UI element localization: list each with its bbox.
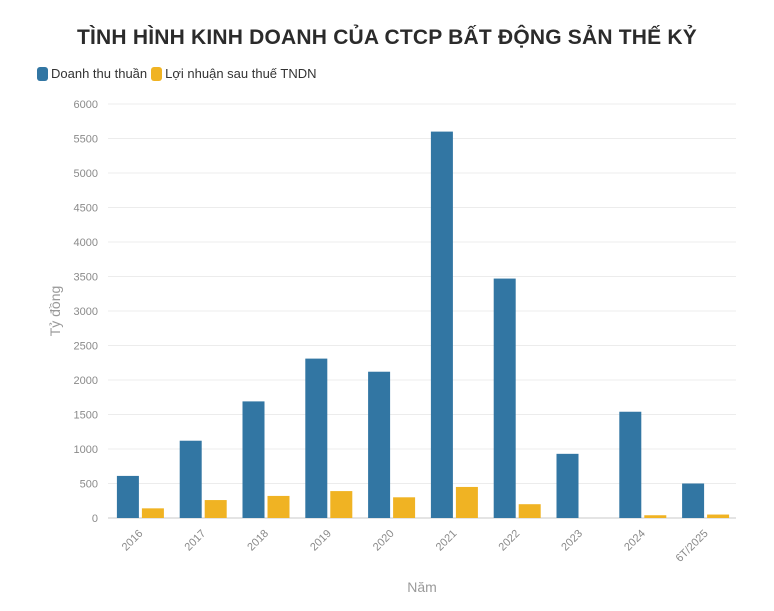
bar-profit[interactable] xyxy=(644,515,667,518)
bar-revenue[interactable] xyxy=(116,475,139,518)
legend-label-revenue: Doanh thu thuần xyxy=(51,66,148,81)
y-tick-label: 6000 xyxy=(74,99,98,111)
x-tick-label: 2020 xyxy=(371,528,397,554)
x-axis-label: Năm xyxy=(407,579,437,595)
x-tick-label: 2017 xyxy=(183,528,209,554)
y-tick-label: 5000 xyxy=(74,168,98,180)
chart-title: TÌNH HÌNH KINH DOANH CỦA CTCP BẤT ĐỘNG S… xyxy=(77,26,697,49)
bar-profit[interactable] xyxy=(141,508,164,518)
y-tick-label: 4500 xyxy=(74,203,98,215)
bar-revenue[interactable] xyxy=(619,411,642,518)
bar-profit[interactable] xyxy=(330,491,353,518)
x-tick-label: 2024 xyxy=(622,528,648,554)
y-tick-label: 1000 xyxy=(74,444,98,456)
x-tick-labels: 2016 2017 2018 2019 2020 2021 2022 2023 2024 6T/2… xyxy=(120,528,711,565)
legend: Doanh thu thuần Lợi nhuận sau thuế TNDN xyxy=(37,66,321,81)
y-tick-label: 2500 xyxy=(74,341,98,353)
y-tick-label: 4000 xyxy=(74,237,98,249)
bar-revenue[interactable] xyxy=(242,401,265,518)
bar-profit[interactable] xyxy=(707,514,730,518)
y-tick-label: 1500 xyxy=(74,410,98,422)
bar-profit[interactable] xyxy=(518,504,541,518)
y-tick-label: 5500 xyxy=(74,134,98,146)
bar-revenue[interactable] xyxy=(493,278,516,518)
x-tick-label: 2022 xyxy=(497,528,523,554)
y-axis-label: Tỷ đồng xyxy=(47,286,63,337)
bar-profit[interactable] xyxy=(204,500,227,518)
bar-revenue[interactable] xyxy=(368,371,391,518)
legend-swatch-profit xyxy=(151,66,163,81)
x-tick-label: 2016 xyxy=(120,528,146,554)
legend-item-revenue[interactable]: Doanh thu thuần xyxy=(37,66,147,81)
legend-label-profit: Lợi nhuận sau thuế TNDN xyxy=(165,66,317,81)
bar-revenue[interactable] xyxy=(305,358,328,518)
bars xyxy=(116,131,730,519)
bar-revenue[interactable] xyxy=(682,483,705,519)
y-tick-labels: 0 500 1000 1500 2000 2500 3000 3500 4000 4500 5000… xyxy=(74,99,98,525)
y-tick-label: 2000 xyxy=(74,375,98,387)
y-tick-label: 500 xyxy=(80,479,98,491)
legend-swatch-revenue xyxy=(37,66,48,81)
x-tick-label: 2023 xyxy=(559,528,585,554)
bar-revenue[interactable] xyxy=(179,440,202,518)
bar-profit[interactable] xyxy=(455,486,478,518)
y-tick-label: 3500 xyxy=(74,272,98,284)
x-tick-label: 2021 xyxy=(434,528,460,554)
bar-revenue[interactable] xyxy=(556,453,579,518)
bar-profit[interactable] xyxy=(267,495,290,518)
y-tick-label: 0 xyxy=(92,513,98,525)
x-tick-label: 2019 xyxy=(308,528,334,554)
x-tick-label: 2018 xyxy=(245,528,271,554)
bar-profit[interactable] xyxy=(393,497,416,518)
x-tick-label: 6T/2025 xyxy=(674,528,711,565)
bar-revenue[interactable] xyxy=(430,131,453,518)
legend-item-profit[interactable]: Lợi nhuận sau thuế TNDN xyxy=(151,66,317,81)
y-tick-label: 3000 xyxy=(74,306,98,318)
gridlines xyxy=(108,103,736,519)
